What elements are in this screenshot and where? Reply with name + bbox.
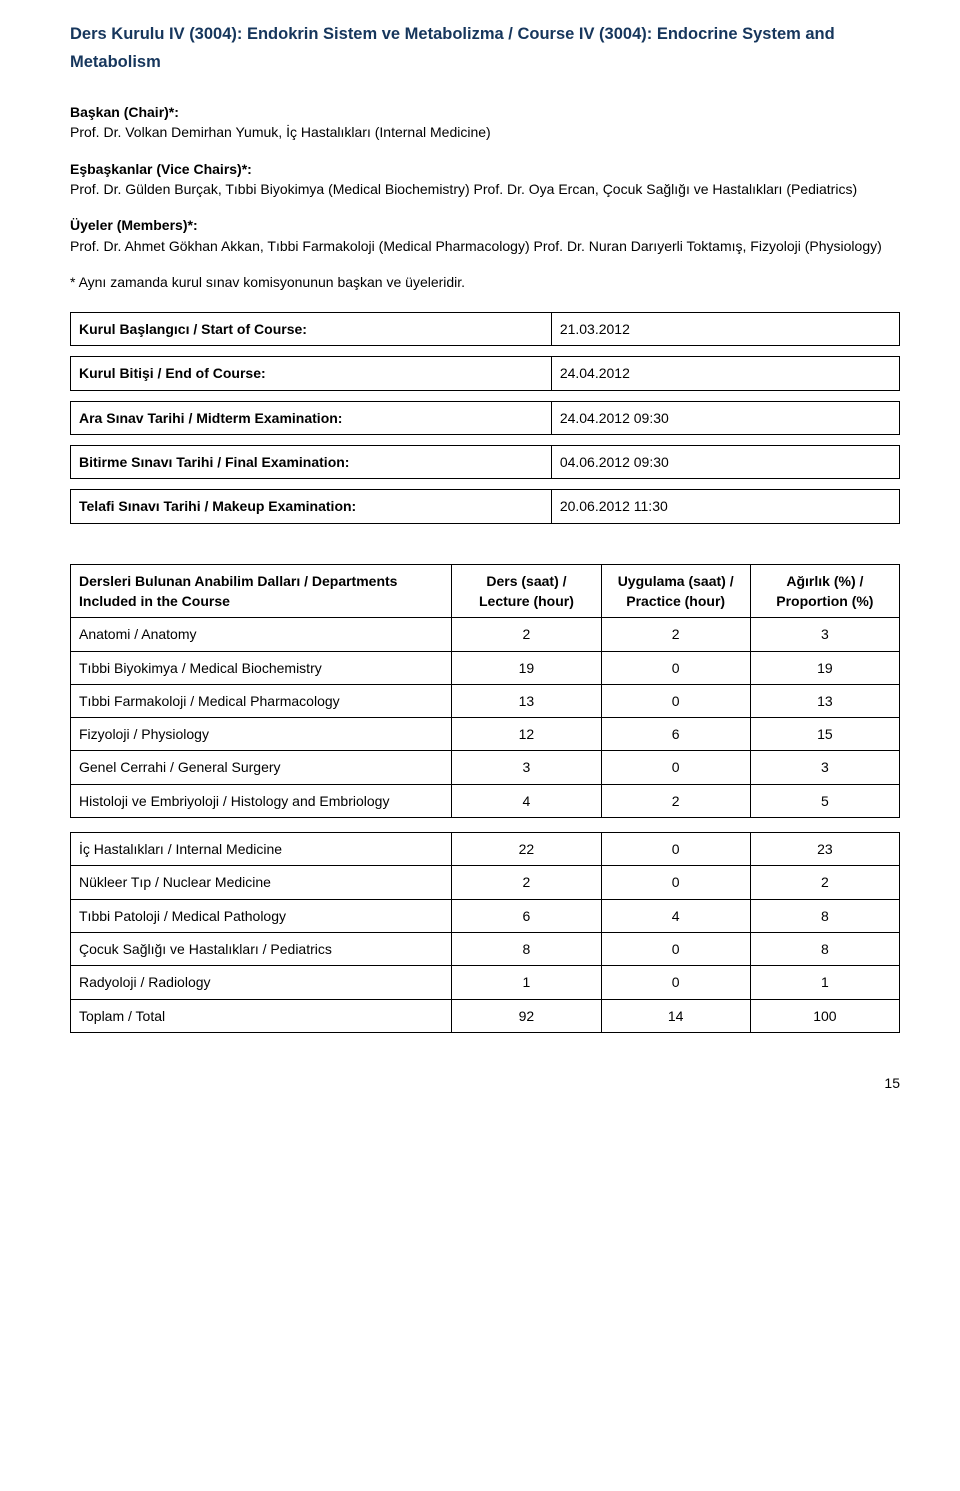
table-row: Çocuk Sağlığı ve Hastalıkları / Pediatri… xyxy=(71,932,900,965)
table-row: İç Hastalıkları / Internal Medicine22023 xyxy=(71,833,900,866)
chair-label: Başkan (Chair)*: xyxy=(70,102,900,122)
value-cell: 13 xyxy=(750,684,899,717)
departments-lower-table: İç Hastalıkları / Internal Medicine22023… xyxy=(70,832,900,1033)
info-row: Kurul Başlangıcı / Start of Course:21.03… xyxy=(70,312,900,346)
value-cell: 3 xyxy=(452,751,601,784)
value-cell: 3 xyxy=(750,618,899,651)
value-cell: 8 xyxy=(750,899,899,932)
footnote: * Aynı zamanda kurul sınav komisyonunun … xyxy=(70,272,900,292)
info-value: 24.04.2012 09:30 xyxy=(551,401,899,434)
value-cell: 2 xyxy=(601,784,750,817)
value-cell: 19 xyxy=(452,651,601,684)
value-cell: 2 xyxy=(452,866,601,899)
value-cell: 2 xyxy=(750,866,899,899)
value-cell: 15 xyxy=(750,718,899,751)
info-label: Telafi Sınavı Tarihi / Makeup Examinatio… xyxy=(71,490,552,523)
members-label: Üyeler (Members)*: xyxy=(70,215,900,235)
table-row: Radyoloji / Radiology101 xyxy=(71,966,900,999)
value-cell: 14 xyxy=(601,999,750,1032)
column-header: Uygulama (saat) / Practice (hour) xyxy=(601,564,750,618)
value-cell: 0 xyxy=(601,966,750,999)
dept-cell: Nükleer Tıp / Nuclear Medicine xyxy=(71,866,452,899)
dept-cell: Radyoloji / Radiology xyxy=(71,966,452,999)
info-value: 21.03.2012 xyxy=(551,313,899,346)
column-header: Ağırlık (%) / Proportion (%) xyxy=(750,564,899,618)
info-label: Kurul Başlangıcı / Start of Course: xyxy=(71,313,552,346)
value-cell: 3 xyxy=(750,751,899,784)
value-cell: 100 xyxy=(750,999,899,1032)
info-row: Ara Sınav Tarihi / Midterm Examination:2… xyxy=(70,401,900,435)
value-cell: 1 xyxy=(750,966,899,999)
members-value: Prof. Dr. Ahmet Gökhan Akkan, Tıbbi Farm… xyxy=(70,236,900,256)
value-cell: 0 xyxy=(601,651,750,684)
info-label: Bitirme Sınavı Tarihi / Final Examinatio… xyxy=(71,446,552,479)
value-cell: 92 xyxy=(452,999,601,1032)
info-row: Kurul Bitişi / End of Course:24.04.2012 xyxy=(70,356,900,390)
value-cell: 6 xyxy=(601,718,750,751)
page-number: 15 xyxy=(70,1073,900,1093)
value-cell: 12 xyxy=(452,718,601,751)
value-cell: 13 xyxy=(452,684,601,717)
value-cell: 0 xyxy=(601,751,750,784)
value-cell: 4 xyxy=(601,899,750,932)
table-row: Tıbbi Farmakoloji / Medical Pharmacology… xyxy=(71,684,900,717)
dept-cell: Genel Cerrahi / General Surgery xyxy=(71,751,452,784)
value-cell: 0 xyxy=(601,833,750,866)
value-cell: 8 xyxy=(452,932,601,965)
info-row: Bitirme Sınavı Tarihi / Final Examinatio… xyxy=(70,445,900,479)
vicechair-value: Prof. Dr. Gülden Burçak, Tıbbi Biyokimya… xyxy=(70,179,900,199)
info-value: 04.06.2012 09:30 xyxy=(551,446,899,479)
dept-cell: Tıbbi Farmakoloji / Medical Pharmacology xyxy=(71,684,452,717)
value-cell: 2 xyxy=(601,618,750,651)
info-label: Ara Sınav Tarihi / Midterm Examination: xyxy=(71,401,552,434)
value-cell: 6 xyxy=(452,899,601,932)
value-cell: 0 xyxy=(601,866,750,899)
info-value: 24.04.2012 xyxy=(551,357,899,390)
dept-cell: Anatomi / Anatomy xyxy=(71,618,452,651)
value-cell: 2 xyxy=(452,618,601,651)
value-cell: 0 xyxy=(601,684,750,717)
chair-value: Prof. Dr. Volkan Demirhan Yumuk, İç Hast… xyxy=(70,122,900,142)
dept-cell: Toplam / Total xyxy=(71,999,452,1032)
value-cell: 8 xyxy=(750,932,899,965)
column-header: Dersleri Bulunan Anabilim Dalları / Depa… xyxy=(71,564,452,618)
table-row: Nükleer Tıp / Nuclear Medicine202 xyxy=(71,866,900,899)
column-header: Ders (saat) / Lecture (hour) xyxy=(452,564,601,618)
dept-cell: Tıbbi Biyokimya / Medical Biochemistry xyxy=(71,651,452,684)
dept-cell: Tıbbi Patoloji / Medical Pathology xyxy=(71,899,452,932)
table-row: Histoloji ve Embriyoloji / Histology and… xyxy=(71,784,900,817)
departments-upper-table: Dersleri Bulunan Anabilim Dalları / Depa… xyxy=(70,564,900,818)
info-label: Kurul Bitişi / End of Course: xyxy=(71,357,552,390)
value-cell: 22 xyxy=(452,833,601,866)
table-row: Toplam / Total9214100 xyxy=(71,999,900,1032)
table-row: Tıbbi Patoloji / Medical Pathology648 xyxy=(71,899,900,932)
table-row: Anatomi / Anatomy223 xyxy=(71,618,900,651)
vicechair-label: Eşbaşkanlar (Vice Chairs)*: xyxy=(70,159,900,179)
table-row: Tıbbi Biyokimya / Medical Biochemistry19… xyxy=(71,651,900,684)
value-cell: 0 xyxy=(601,932,750,965)
info-value: 20.06.2012 11:30 xyxy=(551,490,899,523)
value-cell: 1 xyxy=(452,966,601,999)
value-cell: 5 xyxy=(750,784,899,817)
table-row: Fizyoloji / Physiology12615 xyxy=(71,718,900,751)
value-cell: 19 xyxy=(750,651,899,684)
value-cell: 4 xyxy=(452,784,601,817)
page-title: Ders Kurulu IV (3004): Endokrin Sistem v… xyxy=(70,20,900,76)
dept-cell: İç Hastalıkları / Internal Medicine xyxy=(71,833,452,866)
table-row: Genel Cerrahi / General Surgery303 xyxy=(71,751,900,784)
dept-cell: Histoloji ve Embriyoloji / Histology and… xyxy=(71,784,452,817)
dept-cell: Fizyoloji / Physiology xyxy=(71,718,452,751)
dept-cell: Çocuk Sağlığı ve Hastalıkları / Pediatri… xyxy=(71,932,452,965)
value-cell: 23 xyxy=(750,833,899,866)
info-row: Telafi Sınavı Tarihi / Makeup Examinatio… xyxy=(70,489,900,523)
